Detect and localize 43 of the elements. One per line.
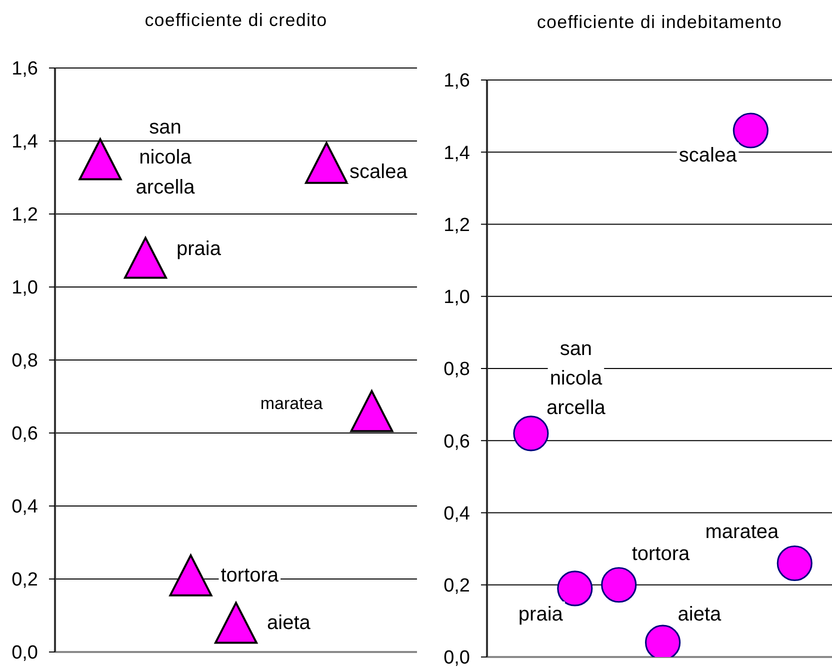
y-tick-label: 1,2 (12, 204, 38, 226)
series-label: san nicola arcella (546, 338, 606, 419)
y-tick-label: 1,4 (444, 142, 470, 164)
y-tick-label: 0,0 (12, 642, 38, 664)
point (350, 390, 394, 432)
y-tick-label: 0,0 (444, 648, 470, 667)
y-tick-label: 1,4 (12, 132, 38, 153)
series-label: aieta (267, 612, 312, 634)
y-tick-label: 0,8 (12, 350, 38, 372)
point (78, 138, 122, 180)
y-tick-label: 0,4 (444, 503, 470, 524)
point (513, 416, 549, 452)
point (557, 570, 593, 606)
point (305, 142, 348, 184)
point (601, 567, 637, 603)
series-label: praia (518, 603, 564, 626)
series-label: tortora (220, 564, 280, 586)
series-label: maratea (705, 521, 780, 544)
series-label: tortora (632, 542, 691, 565)
y-tick-label: 0,6 (444, 431, 470, 452)
y-tick-label: 1,6 (12, 58, 38, 80)
series-label: praia (176, 238, 222, 260)
series-label: scalea (350, 160, 408, 183)
chart-title: coefficiente di indebitamento (536, 11, 784, 33)
y-tick-label: 1,6 (444, 70, 470, 92)
y-tick-label: 1,2 (444, 214, 470, 236)
series-label: scalea (678, 144, 738, 166)
y-tick-label: 0,8 (444, 359, 470, 380)
point (776, 545, 812, 582)
point (214, 602, 258, 644)
series-label: maratea (260, 394, 324, 414)
point (169, 554, 212, 596)
y-tick-label: 1,0 (12, 278, 38, 299)
chart-title: coefficiente di credito (144, 9, 328, 31)
y-tick-label: 0,6 (12, 424, 38, 445)
y-tick-label: 0,2 (444, 576, 470, 597)
point (124, 236, 167, 279)
series-label: aieta (678, 604, 722, 626)
y-tick-label: 0,4 (12, 496, 38, 518)
point (732, 112, 768, 148)
y-tick-label: 0,2 (12, 570, 38, 591)
y-tick-label: 1,0 (444, 287, 470, 308)
series-label: san nicola arcella (136, 116, 196, 198)
